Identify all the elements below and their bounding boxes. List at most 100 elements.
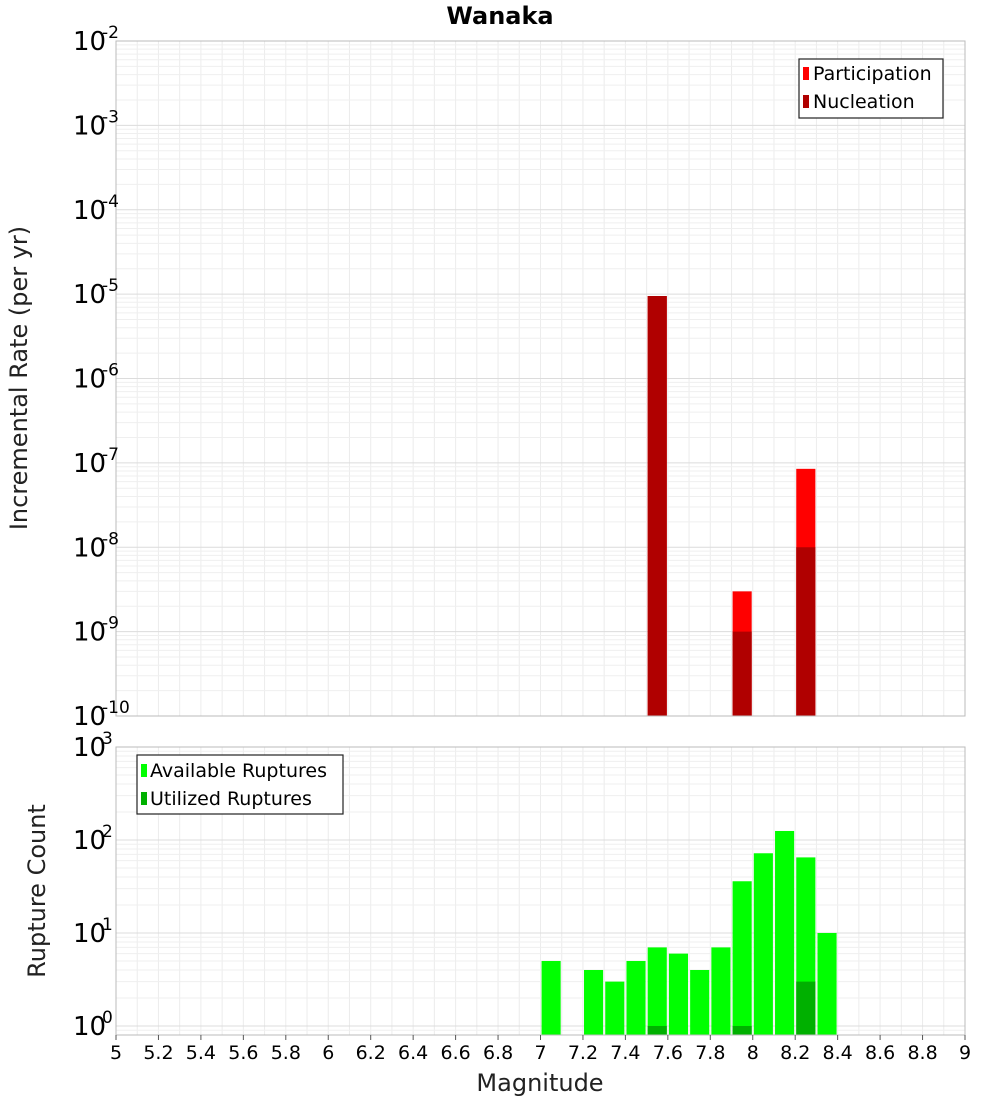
rate-y-tick-base: 10 <box>73 196 106 226</box>
rate-legend: Participation Nucleation <box>798 58 944 119</box>
rate-y-tick-exponent: -5 <box>102 276 119 296</box>
rate-y-tick-base: 10 <box>73 449 106 479</box>
rate-y-tick-base: 10 <box>73 702 106 732</box>
rate-y-tick-base: 10 <box>73 27 106 57</box>
rate-y-tick-label: 10-3 <box>73 107 119 141</box>
available-ruptures-bar <box>690 969 710 1035</box>
utilized-ruptures-bar <box>647 1025 667 1035</box>
x-tick-label: 8.6 <box>865 1042 895 1064</box>
x-tick-label: 6.6 <box>440 1042 470 1064</box>
available-ruptures-bar <box>775 830 795 1035</box>
available-ruptures-bar <box>817 932 837 1035</box>
x-tick-label: 8 <box>747 1042 759 1064</box>
rate-y-tick-base: 10 <box>73 111 106 141</box>
magnitude-x-ticks: 5 5.2 5.4 5.6 5.8 6 6.2 6.4 6.6 6.8 7 7.2 7.4 7.6 7.8 8… <box>110 1035 971 1064</box>
rate-y-tick-label: 10-7 <box>73 445 119 479</box>
rate-bars <box>647 296 816 716</box>
x-tick-label: 6.8 <box>483 1042 513 1064</box>
x-tick-label: 7 <box>534 1042 546 1064</box>
x-tick-label: 5 <box>110 1042 122 1064</box>
x-tick-label: 8.4 <box>823 1042 853 1064</box>
x-tick-label: 7.2 <box>568 1042 598 1064</box>
legend-label-nucleation: Nucleation <box>813 91 915 113</box>
available-ruptures-bar <box>584 969 604 1035</box>
x-tick-label: 8.2 <box>780 1042 810 1064</box>
count-y-tick-label: 100 <box>73 1008 113 1042</box>
legend-label-utilized: Utilized Ruptures <box>150 788 312 810</box>
count-y-axis-label: Rupture Count <box>23 804 51 978</box>
rate-y-tick-exponent: -3 <box>102 107 119 127</box>
available-ruptures-bar <box>647 947 667 1035</box>
rate-y-tick-label: 10-2 <box>73 23 119 57</box>
rate-legend-box <box>798 58 944 119</box>
rate-y-tick-exponent: -8 <box>102 529 119 549</box>
count-y-tick-exponent: 3 <box>102 729 113 749</box>
x-tick-label: 5.4 <box>186 1042 216 1064</box>
legend-label-participation: Participation <box>813 63 932 85</box>
count-y-tick-label: 101 <box>73 915 113 949</box>
utilized-ruptures-bar <box>732 1025 752 1035</box>
rate-y-axis-label: Incremental Rate (per yr) <box>5 226 33 530</box>
rate-y-tick-exponent: -4 <box>102 192 119 212</box>
x-tick-label: 6 <box>322 1042 334 1064</box>
count-y-tick-label: 103 <box>73 729 113 763</box>
rate-y-tick-base: 10 <box>73 365 106 395</box>
x-tick-label: 5.8 <box>271 1042 301 1064</box>
x-tick-label: 7.4 <box>610 1042 640 1064</box>
rate-y-tick-base: 10 <box>73 618 106 648</box>
rate-y-tick-label: 10-4 <box>73 192 119 226</box>
available-ruptures-bar <box>626 960 646 1035</box>
x-tick-label: 6.2 <box>356 1042 386 1064</box>
nucleation-bar <box>732 631 752 716</box>
rate-plot-border <box>115 40 966 717</box>
legend-swatch-nucleation <box>803 95 809 108</box>
rate-y-tick-label: 10-8 <box>73 529 119 563</box>
rate-y-tick-base: 10 <box>73 280 106 310</box>
rate-y-tick-exponent: -7 <box>102 445 119 465</box>
x-tick-label: 7.8 <box>695 1042 725 1064</box>
legend-swatch-utilized <box>141 792 147 805</box>
count-y-tick-base: 10 <box>73 733 106 763</box>
x-tick-label: 5.6 <box>228 1042 258 1064</box>
rate-y-tick-exponent: -2 <box>102 23 119 43</box>
rate-y-tick-base: 10 <box>73 533 106 563</box>
magnitude-x-axis-label: Magnitude <box>476 1069 603 1097</box>
rate-y-tick-label: 10-9 <box>73 614 119 648</box>
legend-swatch-available <box>141 764 147 777</box>
count-y-tick-base: 10 <box>73 919 106 949</box>
legend-label-available: Available Ruptures <box>150 760 327 782</box>
x-tick-label: 9 <box>959 1042 971 1064</box>
nucleation-bar <box>796 547 816 716</box>
rate-y-tick-label: 10-5 <box>73 276 119 310</box>
available-ruptures-bar <box>541 960 561 1035</box>
count-y-tick-label: 102 <box>73 822 113 856</box>
count-y-tick-exponent: 0 <box>102 1008 113 1028</box>
rate-y-tick-exponent: -10 <box>102 698 130 718</box>
x-tick-label: 8.8 <box>907 1042 937 1064</box>
available-ruptures-bar <box>753 853 773 1035</box>
count-bars <box>541 830 837 1035</box>
count-y-tick-base: 10 <box>73 1012 106 1042</box>
count-y-tick-exponent: 1 <box>102 915 113 935</box>
rate-gridlines <box>116 41 966 717</box>
available-ruptures-bar <box>732 881 752 1035</box>
count-y-tick-exponent: 2 <box>102 822 113 842</box>
chart-title: Wanaka <box>446 2 553 30</box>
legend-swatch-participation <box>803 67 809 80</box>
available-ruptures-bar <box>605 981 625 1035</box>
x-tick-label: 6.4 <box>398 1042 428 1064</box>
rate-y-tick-exponent: -9 <box>102 614 119 634</box>
available-ruptures-bar <box>711 947 731 1035</box>
rate-y-tick-exponent: -6 <box>102 361 119 381</box>
nucleation-bar <box>647 296 667 716</box>
utilized-ruptures-bar <box>796 981 816 1035</box>
rate-y-tick-label: 10-6 <box>73 361 119 395</box>
x-tick-label: 7.6 <box>653 1042 683 1064</box>
x-tick-label: 5.2 <box>143 1042 173 1064</box>
count-legend-box <box>136 754 344 815</box>
